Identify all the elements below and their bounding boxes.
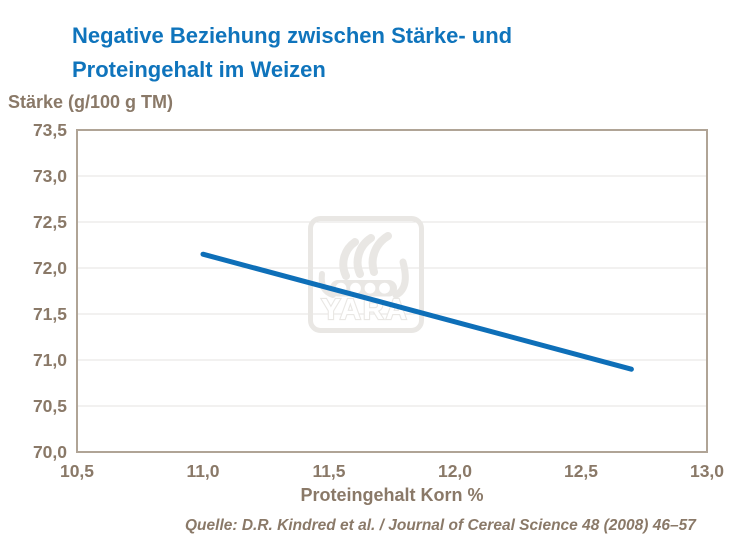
y-axis-title: Stärke (g/100 g TM) (8, 92, 174, 112)
source-citation: Quelle: D.R. Kindred et al. / Journal of… (185, 517, 696, 534)
x-tick-label: 13,0 (690, 461, 724, 481)
x-tick-label: 11,5 (312, 461, 345, 481)
y-tick-label: 70,5 (33, 396, 67, 416)
watermark-frame (308, 216, 424, 333)
watermark-sails (339, 232, 392, 280)
x-axis-title: Proteingehalt Korn % (300, 485, 483, 505)
chart-title-line1: Negative Beziehung zwischen Stärke- und (72, 23, 513, 48)
chart-title-line2: Proteingehalt im Weizen (72, 57, 326, 82)
x-tick-label: 10,5 (60, 461, 94, 481)
y-tick-label: 71,0 (33, 350, 67, 370)
y-tick-label: 73,0 (33, 166, 67, 186)
y-tick-label: 70,0 (33, 442, 67, 462)
x-tick-label: 11,0 (186, 461, 219, 481)
yara-watermark-icon: YARA (308, 216, 424, 333)
y-tick-label: 72,5 (33, 212, 67, 232)
y-tick-label: 72,0 (33, 258, 67, 278)
trend-line (200, 251, 634, 372)
gridlines (77, 175, 707, 407)
chart-title: Negative Beziehung zwischen Stärke- und … (72, 19, 672, 87)
y-tick-label: 71,5 (33, 304, 67, 324)
axes: 70,0 70,5 71,0 71,5 72,0 72,5 73,0 73,5 10,5 11,0… (33, 120, 724, 505)
x-tick-label: 12,5 (564, 461, 598, 481)
data-series (200, 251, 634, 372)
y-tick-label: 73,5 (33, 120, 67, 140)
plot-frame (76, 129, 708, 453)
x-tick-label: 12,0 (438, 461, 472, 481)
